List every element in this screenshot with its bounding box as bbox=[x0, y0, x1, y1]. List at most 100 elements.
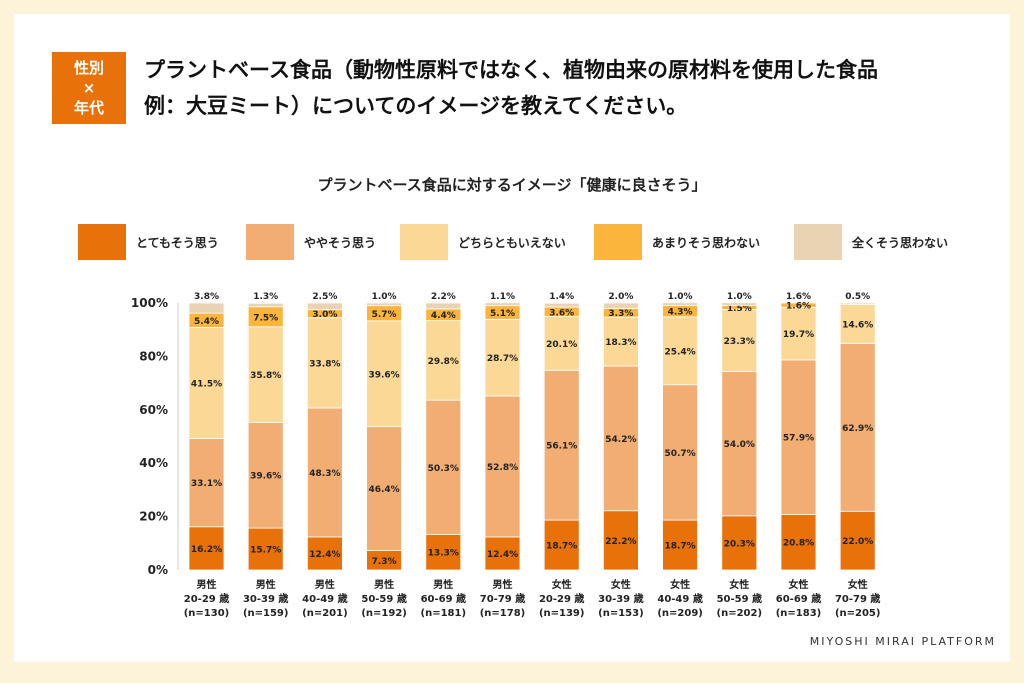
bar-segment bbox=[543, 302, 580, 308]
top-data-label: 1.3% bbox=[253, 292, 278, 302]
bar-segment bbox=[306, 407, 343, 538]
bar-segment bbox=[721, 515, 758, 571]
category-label: 20-29 歳 bbox=[184, 592, 229, 605]
data-label: 57.9% bbox=[783, 434, 814, 444]
category-label: 男性 bbox=[493, 578, 513, 591]
data-label: 5.1% bbox=[490, 309, 515, 319]
top-data-label: 1.6% bbox=[786, 292, 811, 302]
content-card: 性別 × 年代 プラントベース食品（動物性原料ではなく、植物由来の原材料を使用し… bbox=[14, 14, 1010, 662]
data-label: 41.5% bbox=[191, 379, 222, 389]
data-label: 19.7% bbox=[783, 330, 814, 340]
legend-swatch bbox=[78, 224, 126, 260]
data-label: 52.8% bbox=[487, 463, 518, 473]
y-tick-label: 20% bbox=[139, 510, 168, 524]
legend-label: あまりそう思わない bbox=[652, 235, 761, 250]
bar-segment bbox=[484, 318, 521, 397]
legend-label: どちらともいえない bbox=[458, 235, 566, 250]
bar-segment bbox=[306, 302, 343, 311]
bar-segment bbox=[425, 320, 462, 401]
top-data-label: 1.0% bbox=[372, 292, 397, 302]
data-label: 12.4% bbox=[487, 550, 518, 560]
bar-segment bbox=[603, 510, 639, 571]
data-label: 5.4% bbox=[194, 317, 219, 327]
data-label: 3.3% bbox=[608, 309, 633, 319]
category-label: (n=181) bbox=[421, 608, 467, 619]
data-label: 33.1% bbox=[191, 479, 222, 489]
category-label: (n=201) bbox=[302, 608, 348, 619]
top-data-label: 1.1% bbox=[490, 292, 515, 302]
bar-segment bbox=[306, 536, 343, 571]
legend-item: とてもそう思う bbox=[78, 224, 219, 260]
tag-line: 年代 bbox=[73, 99, 104, 117]
bar-segment bbox=[780, 306, 817, 361]
y-tick-label: 100% bbox=[131, 296, 168, 310]
data-label: 4.3% bbox=[668, 308, 693, 318]
bar-segment bbox=[188, 526, 225, 571]
category-label: 70-79 歳 bbox=[480, 592, 525, 605]
top-data-label: 2.5% bbox=[312, 292, 337, 302]
category-label: 女性 bbox=[729, 578, 749, 591]
data-label: 50.3% bbox=[428, 464, 459, 474]
bar-segment bbox=[780, 302, 817, 308]
top-data-label: 3.8% bbox=[194, 292, 219, 302]
bar-segment bbox=[188, 327, 225, 439]
bar-segment bbox=[721, 302, 758, 306]
data-label: 39.6% bbox=[250, 472, 281, 482]
top-data-label: 0.5% bbox=[845, 292, 870, 302]
data-label: 50.7% bbox=[664, 449, 695, 459]
category-label: 男性 bbox=[433, 578, 453, 591]
category-label: (n=205) bbox=[835, 608, 881, 619]
data-label: 62.9% bbox=[842, 424, 873, 434]
data-label: 20.3% bbox=[724, 539, 755, 549]
bar-segment bbox=[839, 302, 876, 305]
bar-segment bbox=[366, 302, 403, 307]
data-label: 3.0% bbox=[312, 310, 337, 320]
bar-segment bbox=[425, 302, 462, 310]
bar-segment bbox=[721, 309, 758, 373]
bar-segment bbox=[484, 536, 521, 571]
y-tick-label: 60% bbox=[139, 403, 168, 417]
category-label: 60-69 歳 bbox=[421, 592, 466, 605]
data-label: 1.6% bbox=[786, 302, 811, 312]
data-label: 22.0% bbox=[842, 537, 873, 547]
data-label: 15.7% bbox=[250, 546, 281, 556]
bar-segment bbox=[839, 342, 876, 512]
category-label: 女性 bbox=[611, 578, 631, 591]
data-label: 12.4% bbox=[309, 550, 340, 560]
bar-segment bbox=[780, 514, 817, 571]
data-label: 46.4% bbox=[368, 485, 399, 495]
legend-item: ややそう思う bbox=[246, 224, 376, 260]
category-label: 50-59 歳 bbox=[361, 592, 406, 605]
top-data-label: 2.0% bbox=[608, 292, 633, 302]
data-label: 20.1% bbox=[546, 340, 577, 350]
legend-swatch bbox=[594, 224, 642, 260]
category-label: (n=130) bbox=[184, 608, 230, 619]
top-data-label: 1.0% bbox=[727, 292, 752, 302]
bar-segment bbox=[425, 534, 462, 571]
legend-label: 全くそう思わない bbox=[852, 235, 949, 250]
y-tick-label: 40% bbox=[139, 456, 168, 470]
legend-label: ややそう思う bbox=[304, 235, 377, 250]
data-label: 13.3% bbox=[428, 549, 459, 559]
category-label: 男性 bbox=[315, 578, 335, 591]
legend-swatch bbox=[794, 224, 842, 260]
category-label: 男性 bbox=[256, 578, 276, 591]
category-label: (n=202) bbox=[717, 608, 763, 619]
bar-segment bbox=[484, 395, 521, 538]
bar-segment bbox=[247, 326, 284, 423]
data-label: 29.8% bbox=[428, 357, 459, 367]
data-label: 20.8% bbox=[783, 539, 814, 549]
top-data-label: 1.4% bbox=[549, 292, 574, 302]
data-label: 4.4% bbox=[431, 311, 456, 321]
data-label: 16.2% bbox=[191, 545, 222, 555]
data-label: 3.6% bbox=[549, 308, 574, 318]
y-tick-label: 80% bbox=[139, 349, 168, 363]
stacked-bar-chart: 0% 20% 40% 60% 80% 100% 16.2% 33.1% 41.5% 5.4% 3.8… bbox=[131, 292, 881, 619]
category-label: 女性 bbox=[789, 578, 809, 591]
category-label: 女性 bbox=[552, 578, 572, 591]
data-label: 5.7% bbox=[372, 310, 397, 320]
data-label: 7.5% bbox=[253, 313, 278, 323]
bar-segment bbox=[603, 302, 639, 309]
category-label: 20-29 歳 bbox=[539, 592, 584, 605]
bar-segment bbox=[662, 519, 698, 571]
